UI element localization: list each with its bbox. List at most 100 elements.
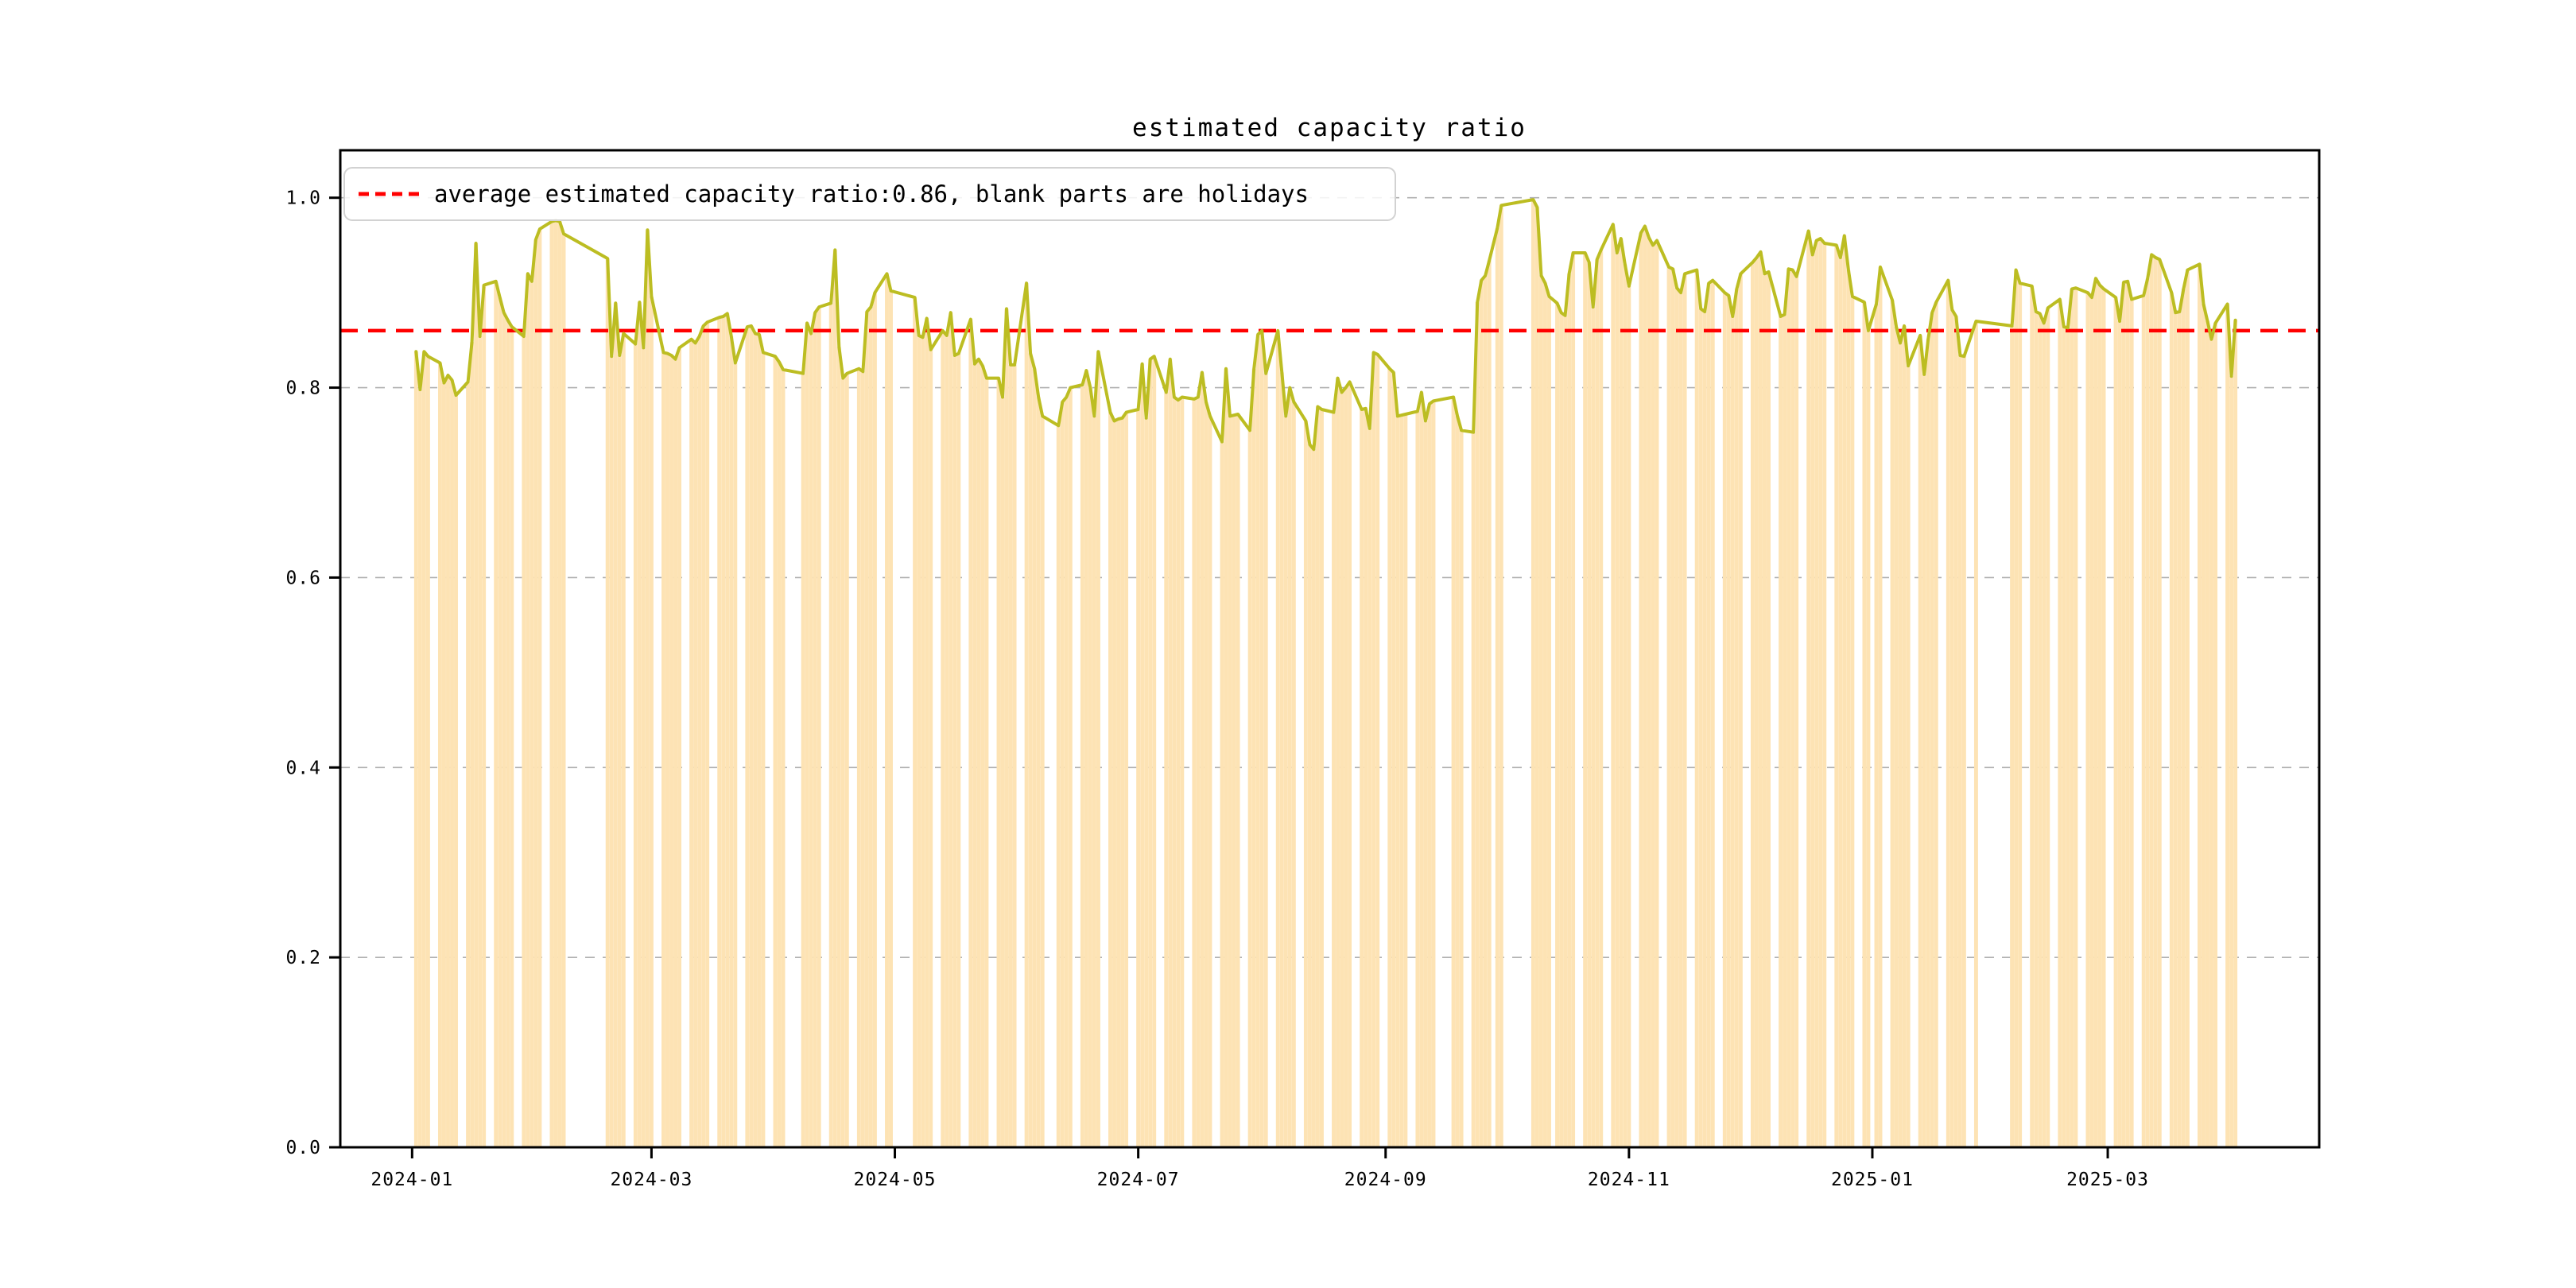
bar <box>1818 239 1823 1147</box>
chart-title: estimated capacity ratio <box>1132 114 1527 142</box>
bar <box>2181 289 2186 1147</box>
bar <box>1427 403 1432 1148</box>
bar <box>1000 397 1005 1147</box>
bar <box>2233 320 2238 1148</box>
bar <box>1595 259 1600 1147</box>
tick-marks-and-labels: 0.0 0.2 0.4 0.6 0.8 1.0 2024-01 2024-03 2024-05 2… <box>285 188 2148 1190</box>
bar <box>1263 373 1268 1148</box>
bar <box>1032 368 1037 1148</box>
y-tick-label: 0.6 <box>285 568 321 588</box>
bar <box>801 373 805 1148</box>
bar <box>494 281 499 1148</box>
bar <box>1495 227 1499 1148</box>
y-tick-label: 0.4 <box>285 758 321 778</box>
bar <box>1036 397 1041 1147</box>
bar <box>1287 387 1292 1148</box>
bar <box>1957 355 1962 1148</box>
bar <box>2085 293 2090 1148</box>
bar <box>1726 295 1731 1147</box>
bar <box>1918 335 1922 1147</box>
bar <box>1779 316 1783 1147</box>
bar <box>1344 387 1348 1148</box>
bar <box>1655 240 1659 1147</box>
bar <box>1806 231 1811 1147</box>
bar <box>1842 235 1847 1147</box>
bar <box>1571 252 1576 1147</box>
bar <box>1898 343 1903 1147</box>
bar <box>840 378 845 1148</box>
bar <box>1208 416 1212 1147</box>
bar <box>1874 304 1879 1148</box>
bar <box>1934 302 1938 1148</box>
bar <box>864 312 869 1147</box>
x-tick-label: 2024-01 <box>370 1170 453 1190</box>
bar <box>2014 270 2019 1148</box>
bar <box>1559 312 1564 1147</box>
bar <box>1639 232 1643 1148</box>
bar <box>2089 297 2094 1148</box>
bar <box>2149 254 2154 1147</box>
bar <box>996 378 1001 1148</box>
bar <box>1730 316 1735 1147</box>
bar <box>1674 288 1679 1148</box>
bar <box>1838 257 1843 1147</box>
bar <box>413 351 418 1147</box>
bar <box>442 382 446 1148</box>
bar <box>673 359 677 1147</box>
bar <box>1930 312 1934 1147</box>
bar <box>952 355 957 1148</box>
bar <box>809 333 813 1147</box>
bar <box>1790 270 1795 1148</box>
bar <box>1702 312 1707 1147</box>
bar <box>1722 293 1727 1148</box>
bar <box>454 395 458 1147</box>
bar <box>1315 406 1320 1147</box>
bar <box>701 325 706 1147</box>
bar <box>2213 323 2217 1147</box>
bar <box>729 336 734 1148</box>
bar <box>781 369 786 1147</box>
legend-label: average estimated capacity ratio:0.86, b… <box>434 180 1309 208</box>
bar <box>2093 278 2098 1148</box>
axes-spines <box>339 149 2321 1149</box>
bar <box>645 230 650 1147</box>
bar <box>777 362 782 1148</box>
bar <box>1024 283 1029 1148</box>
bar <box>1591 307 1596 1147</box>
bar <box>1543 283 1547 1148</box>
bar <box>1332 412 1336 1147</box>
bar <box>2030 285 2035 1148</box>
bar <box>665 353 669 1147</box>
bar <box>1064 397 1069 1147</box>
bar <box>2097 285 2102 1147</box>
bar <box>956 353 961 1147</box>
bar <box>1623 264 1627 1147</box>
bar <box>1387 368 1392 1148</box>
capacity-ratio-line <box>414 198 2237 452</box>
bar <box>1092 416 1096 1147</box>
bar <box>2070 289 2074 1147</box>
bar <box>470 342 475 1147</box>
bar <box>2034 312 2039 1147</box>
bar <box>1759 251 1763 1147</box>
bar <box>549 221 554 1148</box>
bar <box>929 349 933 1147</box>
bar <box>1866 330 1871 1147</box>
bar <box>466 382 471 1147</box>
x-tick-label: 2024-11 <box>1588 1170 1670 1190</box>
bar <box>1056 425 1061 1147</box>
bar <box>721 316 726 1147</box>
bar <box>498 297 502 1148</box>
bar <box>1096 351 1100 1147</box>
bar <box>868 307 873 1147</box>
bar <box>945 335 949 1147</box>
bar <box>1949 309 1954 1147</box>
bar <box>1060 402 1065 1147</box>
bar <box>832 250 837 1147</box>
bar <box>1902 325 1907 1147</box>
bar <box>805 323 809 1147</box>
bar <box>557 221 562 1148</box>
bar <box>1144 417 1149 1147</box>
bar <box>828 303 833 1147</box>
